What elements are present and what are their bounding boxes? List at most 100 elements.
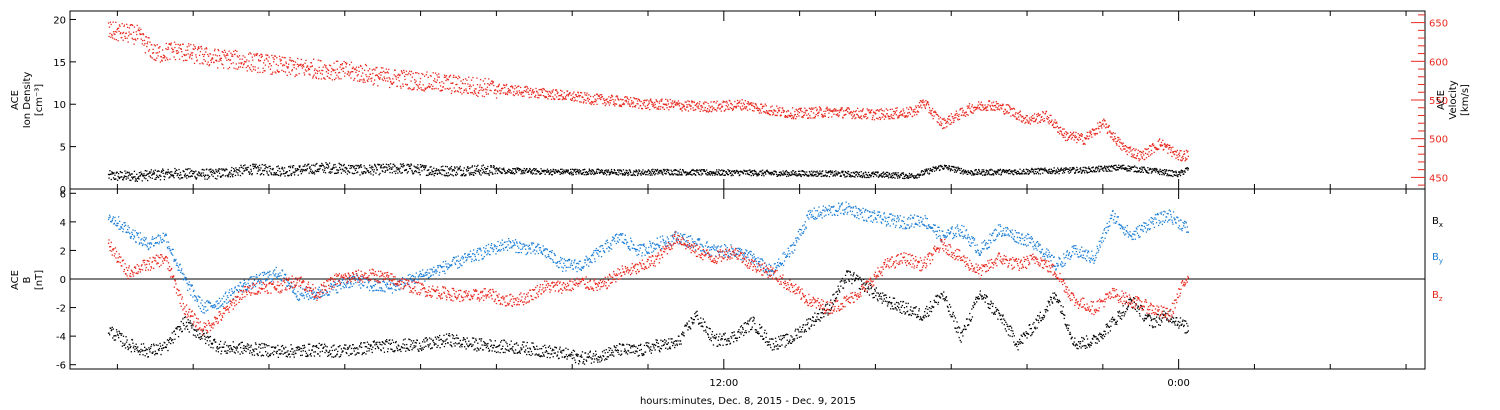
velocity-point-1297	[697, 105, 700, 107]
velocity-point-2374	[1187, 155, 1189, 157]
velocity-point-995	[560, 95, 562, 97]
velocity-point-1901	[972, 112, 974, 114]
field-point-Bx-143	[183, 316, 186, 319]
velocity-point-742	[445, 79, 447, 82]
density-point-1610	[840, 174, 842, 177]
density-point-1969	[1003, 170, 1005, 172]
velocity-point-955	[542, 87, 544, 90]
density-point-811	[476, 170, 479, 172]
velocity-point-1633	[850, 111, 852, 113]
density-point-58	[134, 176, 136, 178]
density-point-1186	[647, 174, 649, 176]
velocity-point-970	[549, 95, 551, 97]
velocity-point-45	[128, 31, 130, 33]
density-point-609	[384, 170, 387, 172]
density-point-1773	[914, 175, 916, 177]
density-point-1046	[583, 174, 585, 176]
velocity-point-328	[257, 71, 259, 74]
field-point-Bx-165	[195, 336, 197, 338]
velocity-point-292	[240, 63, 242, 65]
density-point-367	[274, 173, 277, 175]
velocity-point-1897	[970, 112, 972, 114]
velocity-point-411	[294, 61, 297, 63]
density-point-283	[236, 169, 238, 171]
velocity-point-1810	[931, 109, 933, 112]
density-point-899	[516, 168, 519, 170]
density-point-1477	[779, 175, 781, 177]
velocity-point-1615	[842, 117, 844, 119]
field-point-Bx-162	[193, 329, 196, 331]
velocity-point-878	[507, 91, 509, 93]
velocity-point-1381	[736, 105, 738, 108]
velocity-point-120	[162, 57, 164, 59]
velocity-point-678	[416, 72, 418, 74]
velocity-point-318	[252, 66, 254, 68]
velocity-point-860	[499, 89, 501, 92]
density-point-672	[413, 165, 415, 167]
density-point-739	[444, 170, 446, 172]
density-point-512	[340, 172, 343, 174]
density-point-1681	[872, 171, 874, 173]
density-point-1362	[727, 169, 729, 171]
density-point-1190	[649, 170, 651, 173]
velocity-point-2246	[1129, 148, 1131, 150]
density-point-2154	[1087, 167, 1089, 170]
velocity-point-1627	[847, 107, 850, 109]
velocity-point-2104	[1064, 139, 1067, 142]
field-point-Bx-121	[172, 339, 174, 341]
velocity-point-2017	[1025, 121, 1027, 123]
velocity-point-671	[413, 88, 415, 90]
velocity-point-491	[331, 67, 333, 70]
density-point-1897	[970, 170, 972, 172]
velocity-point-1991	[1013, 115, 1015, 117]
velocity-point-550	[358, 66, 360, 68]
velocity-point-1891	[968, 106, 970, 108]
velocity-point-872	[504, 92, 506, 94]
density-point-115	[160, 175, 162, 177]
density-point-1245	[674, 173, 676, 175]
velocity-point-1562	[818, 111, 820, 113]
density-point-222	[208, 175, 211, 178]
density-point-1651	[858, 171, 861, 174]
velocity-point-679	[416, 89, 418, 91]
density-point-1174	[641, 173, 644, 175]
density-point-547	[356, 165, 358, 167]
velocity-point-1964	[1001, 108, 1003, 110]
velocity-point-1504	[792, 107, 794, 109]
velocity-point-773	[459, 88, 461, 90]
velocity-point-973	[550, 92, 552, 95]
density-point-1553	[814, 174, 816, 176]
velocity-point-1225	[665, 98, 667, 100]
velocity-point-300	[244, 56, 246, 58]
density-point-1586	[829, 171, 831, 173]
density-point-1207	[656, 168, 659, 171]
density-point-1905	[974, 170, 976, 172]
velocity-point-1461	[772, 111, 774, 113]
velocity-point-459	[316, 72, 318, 75]
velocity-point-987	[556, 92, 559, 95]
velocity-point-2138	[1080, 135, 1082, 137]
density-point-204	[200, 172, 202, 174]
density-point-1623	[846, 172, 848, 174]
density-point-768	[457, 169, 459, 171]
velocity-point-212	[204, 48, 206, 50]
density-point-37	[124, 175, 126, 178]
density-point-520	[344, 167, 346, 169]
velocity-point-450	[312, 75, 314, 78]
velocity-point-1187	[647, 103, 650, 105]
density-point-228	[211, 171, 213, 174]
density-point-793	[468, 172, 470, 174]
density-point-548	[357, 171, 359, 173]
density-point-114	[159, 179, 162, 181]
velocity-point-1038	[580, 91, 582, 94]
density-point-414	[296, 169, 298, 172]
velocity-point-1745	[901, 114, 903, 117]
density-point-1409	[748, 174, 751, 176]
density-point-1491	[786, 175, 788, 178]
density-point-610	[385, 166, 387, 168]
velocity-point-295	[242, 66, 244, 69]
velocity-point-899	[516, 92, 519, 94]
density-point-1228	[666, 168, 668, 171]
velocity-point-1823	[937, 114, 939, 116]
density-point-1851	[949, 170, 952, 172]
